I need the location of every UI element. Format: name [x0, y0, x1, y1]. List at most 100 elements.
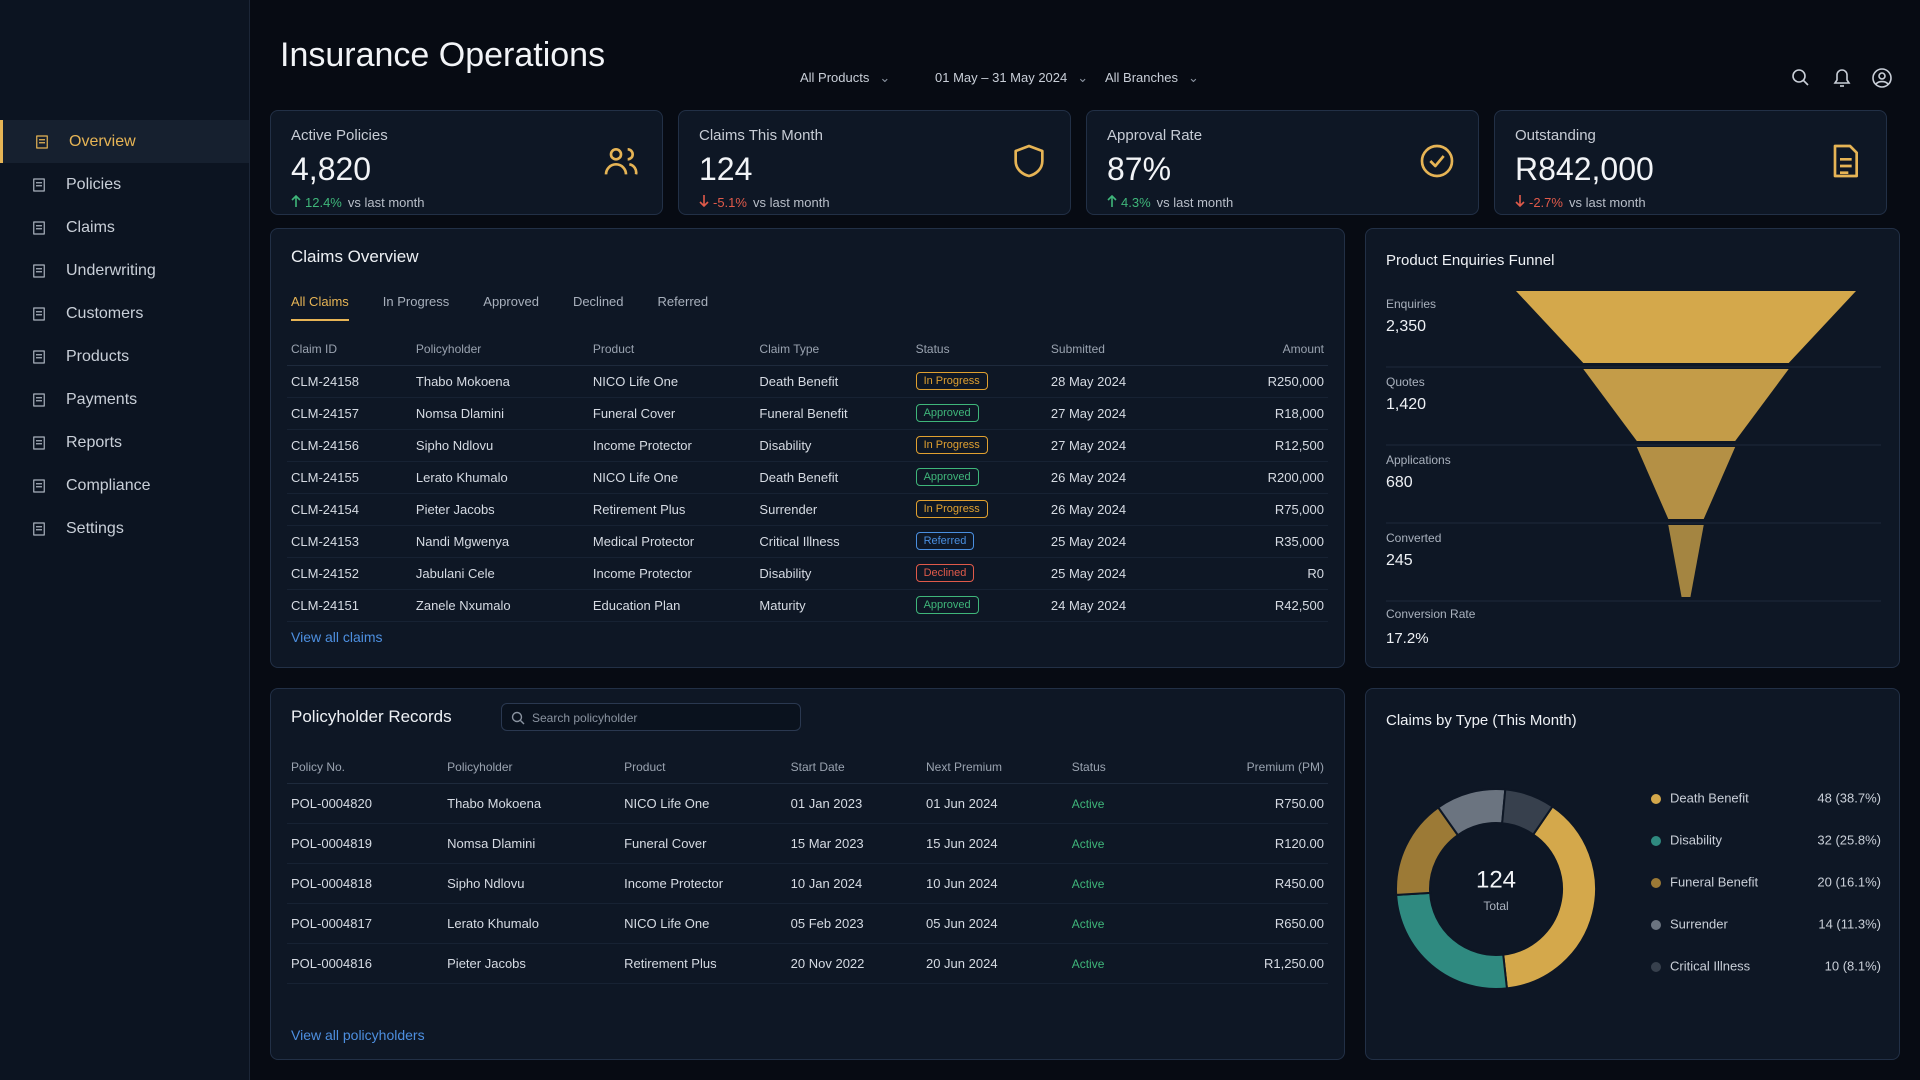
icon-shape: [33, 521, 45, 536]
icon: [33, 435, 45, 450]
filter-dropdown[interactable]: All Products ⌄: [800, 70, 890, 86]
column-header: Product: [620, 751, 787, 784]
tab[interactable]: Referred: [657, 294, 709, 309]
kpi-label: Active Policies: [291, 127, 388, 144]
table-cell: In Progress: [911, 365, 1047, 398]
cell-text: POL-0004818: [291, 875, 372, 891]
table-cell: Retirement Plus: [588, 493, 756, 526]
toolbar-icons: [1792, 68, 1892, 88]
table-row[interactable]: CLM-24151 Zanele Nxumalo Education Plan Mat…: [287, 589, 1328, 622]
legend-label[interactable]: Funeral Benefit: [1670, 874, 1759, 889]
cell-text: Funeral Cover: [592, 405, 676, 421]
tab[interactable]: All Claims: [291, 294, 349, 321]
tab[interactable]: In Progress: [382, 294, 450, 309]
cell-text: 01 Jan 2023: [790, 795, 863, 811]
pie-card: Claims by Type (This Month) Death Benefit…: [1365, 688, 1900, 1060]
table-cell: Pieter Jacobs: [443, 943, 621, 984]
table-row[interactable]: CLM-24153 Nandi Mgwenya Medical Protector C…: [287, 525, 1328, 558]
table-row[interactable]: CLM-24155 Lerato Khumalo NICO Life One Deat…: [287, 461, 1328, 494]
legend-label[interactable]: Disability: [1670, 832, 1723, 847]
table-cell: R750.00: [1182, 783, 1328, 824]
nav-item[interactable]: Policies: [0, 163, 249, 206]
cell-text: 24 May 2024: [1050, 597, 1127, 613]
legend-dot: [1651, 920, 1661, 930]
tab[interactable]: Approved: [483, 294, 539, 309]
table-row[interactable]: CLM-24156 Sipho Ndlovu Income Protector Dis…: [287, 429, 1328, 462]
cell-text: CLM-24156: [291, 437, 359, 453]
table-cell: 20 Jun 2024: [921, 943, 1068, 984]
view-all-link[interactable]: View all claims: [291, 629, 383, 645]
icon-shape: [33, 306, 45, 321]
table-cell: Nandi Mgwenya: [411, 525, 589, 558]
stage-value: 2,350: [1386, 318, 1426, 335]
icon: [1014, 144, 1044, 178]
table-row[interactable]: POL-0004820 Thabo Mokoena NICO Life One 01 …: [287, 783, 1328, 824]
column-header: Policyholder: [411, 333, 589, 366]
cell-text: R650.00: [1274, 915, 1324, 931]
table-row[interactable]: CLM-24152 Jabulani Cele Income Protector Di…: [287, 557, 1328, 590]
icon: [33, 306, 45, 321]
cell-text: Jabulani Cele: [415, 565, 495, 581]
cell-text: Thabo Mokoena: [415, 373, 510, 389]
funnel-stage: [1516, 291, 1856, 363]
nav-item[interactable]: Settings: [0, 507, 249, 550]
nav-item[interactable]: Claims: [0, 206, 249, 249]
cell-text: Funeral Benefit: [759, 405, 848, 421]
nav-label: Customers: [66, 304, 144, 322]
cell-text: Lerato Khumalo: [415, 469, 508, 485]
footer-label: Conversion Rate: [1386, 607, 1476, 621]
nav-item[interactable]: Overview: [0, 120, 249, 163]
cell-text: Retirement Plus: [592, 501, 686, 517]
table-cell: Approved: [911, 397, 1047, 430]
nav-item[interactable]: Reports: [0, 421, 249, 464]
cell-text: Medical Protector: [592, 533, 695, 549]
table-cell: Referred: [911, 525, 1047, 558]
table-row[interactable]: POL-0004818 Sipho Ndlovu Income Protector 1…: [287, 863, 1328, 904]
trend-arrow: [291, 194, 301, 207]
view-all-link[interactable]: View all policyholders: [291, 1027, 425, 1043]
table-cell: Surrender: [755, 493, 912, 526]
nav-item[interactable]: Payments: [0, 378, 249, 421]
cell-text: R0: [1307, 565, 1324, 581]
column-header: Policyholder: [443, 751, 621, 784]
cell-text: CLM-24151: [291, 597, 359, 613]
nav-item[interactable]: Customers: [0, 292, 249, 335]
cell-text: 05 Jun 2024: [925, 915, 998, 931]
legend-label[interactable]: Critical Illness: [1670, 958, 1751, 973]
cell-text: Sipho Ndlovu: [447, 875, 525, 891]
notification-icon[interactable]: [1833, 69, 1851, 87]
table-row[interactable]: POL-0004816 Pieter Jacobs Retirement Plus 2…: [287, 943, 1328, 984]
legend-label[interactable]: Death Benefit: [1670, 790, 1749, 805]
cell-text: Income Protector: [592, 437, 692, 453]
filter-dropdown[interactable]: 01 May – 31 May 2024 ⌄: [935, 70, 1088, 86]
kpi-card: Outstanding R842,000 -2.7% vs last month: [1494, 110, 1887, 215]
table-row[interactable]: POL-0004819 Nomsa Dlamini Funeral Cover 15 …: [287, 823, 1328, 864]
icon-shape: [604, 148, 638, 175]
icon-shape: [33, 220, 45, 235]
search-icon[interactable]: [1792, 69, 1809, 86]
cell-text: 27 May 2024: [1050, 405, 1127, 421]
nav-item[interactable]: Compliance: [0, 464, 249, 507]
cell-text: 26 May 2024: [1050, 501, 1127, 517]
cell-text: 26 May 2024: [1050, 469, 1127, 485]
table-cell: Pieter Jacobs: [411, 493, 589, 526]
table-cell: 27 May 2024: [1046, 429, 1193, 462]
table-cell: R18,000: [1192, 397, 1328, 430]
table-row[interactable]: CLM-24158 Thabo Mokoena NICO Life One Death…: [287, 365, 1328, 398]
table-cell: 01 Jun 2024: [921, 783, 1068, 824]
profile-icon[interactable]: [1872, 68, 1892, 88]
table-row[interactable]: CLM-24157 Nomsa Dlamini Funeral Cover Funer…: [287, 397, 1328, 430]
legend-label[interactable]: Surrender: [1670, 916, 1728, 931]
table-row[interactable]: CLM-24154 Pieter Jacobs Retirement Plus Sur…: [287, 493, 1328, 526]
table-row[interactable]: POL-0004817 Lerato Khumalo NICO Life One 05…: [287, 903, 1328, 944]
sidebar: Overview Policies Claims Underwriting Custom…: [0, 0, 250, 1080]
table-cell: POL-0004820: [287, 783, 444, 824]
tab[interactable]: Declined: [572, 294, 624, 309]
pie-segment: [1502, 805, 1597, 990]
filter-dropdown[interactable]: All Branches ⌄: [1105, 70, 1199, 86]
table-cell: Death Benefit: [755, 461, 912, 494]
search-box[interactable]: Search policyholder: [501, 703, 801, 731]
nav-item[interactable]: Products: [0, 335, 249, 378]
cell-text: 15 Jun 2024: [925, 835, 998, 851]
nav-item[interactable]: Underwriting: [0, 249, 249, 292]
